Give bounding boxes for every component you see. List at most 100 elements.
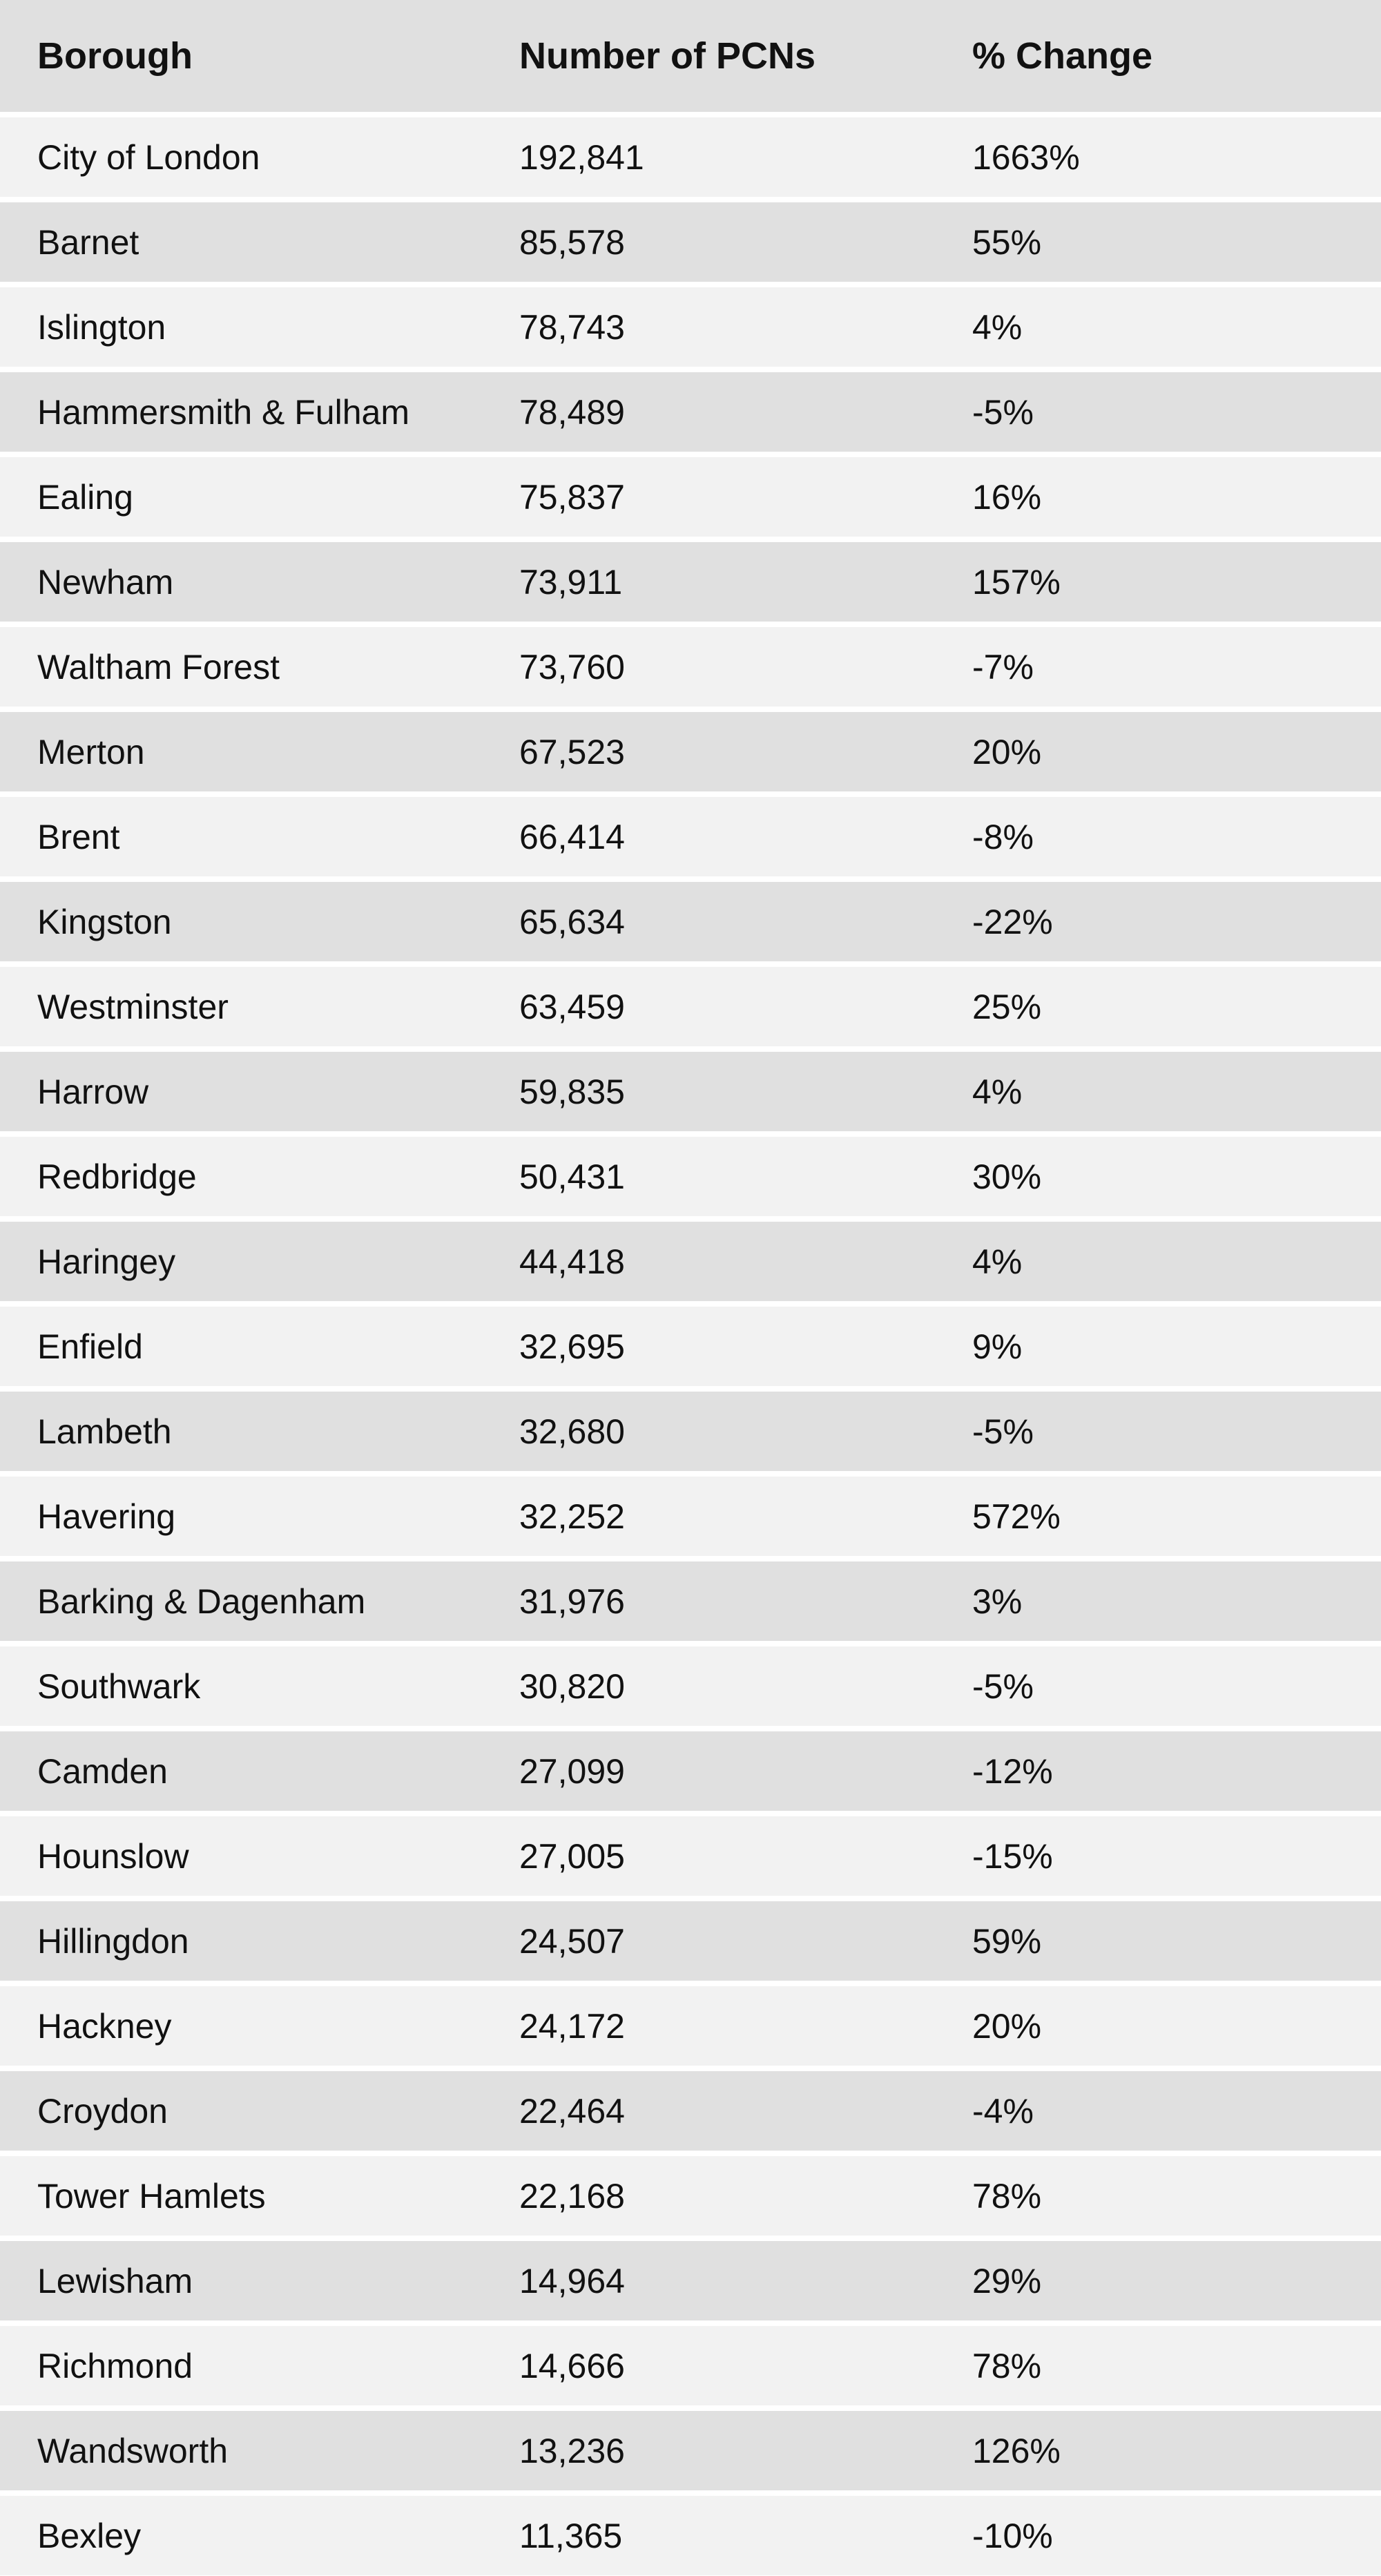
- pcn-count-cell: 78,743: [519, 307, 625, 347]
- table-row: Havering 32,252 572%: [0, 1477, 1381, 1556]
- table-row: Hammersmith & Fulham 78,489 -5%: [0, 372, 1381, 452]
- percent-change-cell: -10%: [972, 2516, 1053, 2555]
- borough-cell: Harrow: [37, 1072, 149, 1111]
- percent-change-cell: 25%: [972, 987, 1042, 1026]
- borough-cell: Ealing: [37, 477, 133, 517]
- table-row: Ealing 75,837 16%: [0, 457, 1381, 537]
- pcn-count-cell: 44,418: [519, 1242, 625, 1281]
- pcn-count-cell: 22,464: [519, 2091, 625, 2131]
- borough-cell: Barnet: [37, 222, 139, 262]
- percent-change-cell: 59%: [972, 1921, 1042, 1961]
- borough-cell: Camden: [37, 1751, 168, 1791]
- pcn-count-cell: 13,236: [519, 2431, 625, 2470]
- borough-cell: Hillingdon: [37, 1921, 189, 1961]
- borough-cell: Merton: [37, 732, 145, 771]
- table-row: Barnet 85,578 55%: [0, 202, 1381, 282]
- percent-change-cell: 4%: [972, 1072, 1023, 1111]
- table-row: Lambeth 32,680 -5%: [0, 1392, 1381, 1471]
- percent-change-cell: -8%: [972, 817, 1034, 856]
- pcn-count-cell: 27,005: [519, 1836, 625, 1876]
- borough-cell: Hammersmith & Fulham: [37, 392, 409, 432]
- borough-cell: City of London: [37, 137, 260, 177]
- table-row: Croydon 22,464 -4%: [0, 2071, 1381, 2151]
- borough-cell: Lewisham: [37, 2261, 193, 2300]
- percent-change-cell: 3%: [972, 1582, 1023, 1621]
- borough-cell: Haringey: [37, 1242, 176, 1281]
- borough-cell: Croydon: [37, 2091, 168, 2131]
- percent-change-cell: 4%: [972, 1242, 1023, 1281]
- percent-change-cell: 4%: [972, 307, 1023, 347]
- percent-change-cell: 9%: [972, 1327, 1023, 1366]
- table-row: Brent 66,414 -8%: [0, 797, 1381, 876]
- pcn-count-cell: 32,680: [519, 1412, 625, 1451]
- borough-cell: Southwark: [37, 1666, 201, 1706]
- percent-change-cell: -12%: [972, 1751, 1053, 1791]
- table-row: Haringey 44,418 4%: [0, 1222, 1381, 1301]
- table-row: Bexley 11,365 -10%: [0, 2496, 1381, 2575]
- borough-cell: Lambeth: [37, 1412, 172, 1451]
- percent-change-cell: 29%: [972, 2261, 1042, 2300]
- pcn-count-cell: 67,523: [519, 732, 625, 771]
- pcn-count-cell: 14,666: [519, 2346, 625, 2385]
- table-header: Borough Number of PCNs % Change: [0, 0, 1381, 112]
- table-row: Camden 27,099 -12%: [0, 1731, 1381, 1811]
- percent-change-cell: -15%: [972, 1836, 1053, 1876]
- percent-change-cell: 16%: [972, 477, 1042, 517]
- borough-cell: Islington: [37, 307, 166, 347]
- borough-cell: Westminster: [37, 987, 229, 1026]
- percent-change-cell: 1663%: [972, 137, 1080, 177]
- pcn-count-cell: 24,172: [519, 2006, 625, 2046]
- table-row: Merton 67,523 20%: [0, 712, 1381, 791]
- table-row: Kingston 65,634 -22%: [0, 882, 1381, 961]
- pcn-count-cell: 24,507: [519, 1921, 625, 1961]
- pcn-count-cell: 31,976: [519, 1582, 625, 1621]
- table-row: Islington 78,743 4%: [0, 287, 1381, 367]
- pcn-count-cell: 66,414: [519, 817, 625, 856]
- pcn-count-cell: 78,489: [519, 392, 625, 432]
- table-row: Hounslow 27,005 -15%: [0, 1816, 1381, 1896]
- percent-change-cell: -7%: [972, 647, 1034, 686]
- pcn-count-cell: 75,837: [519, 477, 625, 517]
- borough-cell: Richmond: [37, 2346, 193, 2385]
- table-row: Newham 73,911 157%: [0, 542, 1381, 622]
- percent-change-cell: 572%: [972, 1497, 1061, 1536]
- pcn-count-cell: 32,695: [519, 1327, 625, 1366]
- table-row: Waltham Forest 73,760 -7%: [0, 627, 1381, 707]
- borough-cell: Newham: [37, 562, 174, 602]
- table-row: Southwark 30,820 -5%: [0, 1646, 1381, 1726]
- borough-cell: Enfield: [37, 1327, 143, 1366]
- pcn-count-cell: 50,431: [519, 1157, 625, 1196]
- header-number-of-pcns: Number of PCNs: [519, 35, 816, 77]
- borough-cell: Redbridge: [37, 1157, 197, 1196]
- pcn-count-cell: 63,459: [519, 987, 625, 1026]
- header-percent-change: % Change: [972, 35, 1153, 77]
- percent-change-cell: -22%: [972, 902, 1053, 941]
- pcn-count-cell: 73,911: [519, 562, 623, 602]
- percent-change-cell: 55%: [972, 222, 1042, 262]
- borough-cell: Tower Hamlets: [37, 2176, 266, 2215]
- percent-change-cell: 20%: [972, 2006, 1042, 2046]
- pcn-count-cell: 11,365: [519, 2516, 623, 2555]
- table-row: Westminster 63,459 25%: [0, 967, 1381, 1046]
- pcn-count-cell: 192,841: [519, 137, 644, 177]
- borough-cell: Bexley: [37, 2516, 142, 2555]
- percent-change-cell: 157%: [972, 562, 1061, 602]
- borough-cell: Havering: [37, 1497, 176, 1536]
- percent-change-cell: 126%: [972, 2431, 1061, 2470]
- borough-cell: Hounslow: [37, 1836, 189, 1876]
- percent-change-cell: 78%: [972, 2346, 1042, 2385]
- table-row: Hackney 24,172 20%: [0, 1986, 1381, 2066]
- table-row: Tower Hamlets 22,168 78%: [0, 2156, 1381, 2236]
- table-row: Barking & Dagenham 31,976 3%: [0, 1561, 1381, 1641]
- pcn-count-cell: 32,252: [519, 1497, 625, 1536]
- table-row: Harrow 59,835 4%: [0, 1052, 1381, 1131]
- table-row: Lewisham 14,964 29%: [0, 2241, 1381, 2320]
- table-row: City of London 192,841 1663%: [0, 117, 1381, 197]
- pcn-count-cell: 22,168: [519, 2176, 625, 2215]
- pcn-count-cell: 59,835: [519, 1072, 625, 1111]
- pcn-count-cell: 14,964: [519, 2261, 625, 2300]
- percent-change-cell: -5%: [972, 1412, 1034, 1451]
- pcn-count-cell: 73,760: [519, 647, 625, 686]
- percent-change-cell: -5%: [972, 392, 1034, 432]
